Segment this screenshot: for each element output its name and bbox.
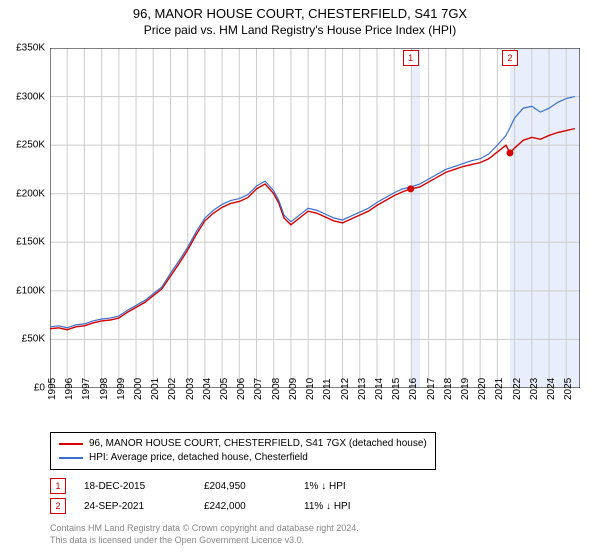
x-tick-label: 2025	[563, 378, 574, 400]
title-address: 96, MANOR HOUSE COURT, CHESTERFIELD, S41…	[0, 6, 600, 21]
x-tick-label: 2008	[271, 378, 282, 400]
x-tick-label: 2016	[408, 378, 419, 400]
footer-line: This data is licensed under the Open Gov…	[50, 534, 359, 546]
sale-price: £242,000	[204, 501, 304, 512]
legend-swatch	[59, 443, 83, 445]
y-tick-label: £150K	[0, 237, 45, 248]
x-tick-label: 2003	[185, 378, 196, 400]
y-tick-label: £100K	[0, 285, 45, 296]
legend-swatch	[59, 457, 83, 459]
y-tick-label: £250K	[0, 140, 45, 151]
y-tick-label: £350K	[0, 43, 45, 54]
x-tick-label: 2004	[202, 378, 213, 400]
x-tick-label: 2015	[391, 378, 402, 400]
x-tick-label: 2002	[167, 378, 178, 400]
x-tick-label: 2020	[477, 378, 488, 400]
x-tick-label: 2005	[219, 378, 230, 400]
x-tick-label: 2010	[305, 378, 316, 400]
x-tick-label: 1998	[99, 378, 110, 400]
x-tick-label: 2007	[253, 378, 264, 400]
chart-area: £0£50K£100K£150K£200K£250K£300K£350K1995…	[50, 48, 580, 388]
y-tick-label: £0	[0, 383, 45, 394]
sale-delta: 1% ↓ HPI	[304, 481, 404, 492]
x-tick-label: 2012	[340, 378, 351, 400]
sales-table: 1 18-DEC-2015 £204,950 1% ↓ HPI 2 24-SEP…	[50, 476, 404, 516]
legend-label: 96, MANOR HOUSE COURT, CHESTERFIELD, S41…	[89, 437, 427, 451]
sale-marker-icon: 2	[50, 498, 66, 514]
x-tick-label: 2019	[460, 378, 471, 400]
x-tick-label: 1997	[81, 378, 92, 400]
sale-price: £204,950	[204, 481, 304, 492]
x-tick-label: 2000	[133, 378, 144, 400]
legend-label: HPI: Average price, detached house, Ches…	[89, 451, 308, 465]
x-tick-label: 2017	[426, 378, 437, 400]
x-tick-label: 1999	[116, 378, 127, 400]
x-tick-label: 2009	[288, 378, 299, 400]
legend-item: HPI: Average price, detached house, Ches…	[59, 451, 427, 465]
x-tick-label: 2014	[374, 378, 385, 400]
sale-row: 1 18-DEC-2015 £204,950 1% ↓ HPI	[50, 476, 404, 496]
x-tick-label: 2022	[512, 378, 523, 400]
sale-marker-on-chart: 2	[502, 50, 518, 66]
x-tick-label: 2001	[150, 378, 161, 400]
x-tick-label: 2018	[443, 378, 454, 400]
y-tick-label: £50K	[0, 334, 45, 345]
x-tick-label: 2013	[357, 378, 368, 400]
sale-date: 24-SEP-2021	[84, 501, 204, 512]
x-tick-label: 2006	[236, 378, 247, 400]
x-tick-label: 1996	[64, 378, 75, 400]
x-tick-label: 2011	[322, 378, 333, 400]
title-block: 96, MANOR HOUSE COURT, CHESTERFIELD, S41…	[0, 0, 600, 37]
sale-date: 18-DEC-2015	[84, 481, 204, 492]
sale-marker-icon: 1	[50, 478, 66, 494]
footer-line: Contains HM Land Registry data © Crown c…	[50, 522, 359, 534]
x-tick-label: 2024	[546, 378, 557, 400]
legend-item: 96, MANOR HOUSE COURT, CHESTERFIELD, S41…	[59, 437, 427, 451]
y-tick-label: £200K	[0, 188, 45, 199]
chart-container: 96, MANOR HOUSE COURT, CHESTERFIELD, S41…	[0, 0, 600, 560]
x-tick-label: 2023	[529, 378, 540, 400]
sale-delta: 11% ↓ HPI	[304, 501, 404, 512]
footer: Contains HM Land Registry data © Crown c…	[50, 522, 359, 546]
sale-row: 2 24-SEP-2021 £242,000 11% ↓ HPI	[50, 496, 404, 516]
title-subtitle: Price paid vs. HM Land Registry's House …	[0, 21, 600, 37]
x-tick-label: 2021	[494, 378, 505, 400]
line-chart	[50, 48, 580, 388]
x-tick-label: 1995	[47, 378, 58, 400]
y-tick-label: £300K	[0, 91, 45, 102]
legend: 96, MANOR HOUSE COURT, CHESTERFIELD, S41…	[50, 432, 436, 470]
sale-marker-on-chart: 1	[403, 50, 419, 66]
